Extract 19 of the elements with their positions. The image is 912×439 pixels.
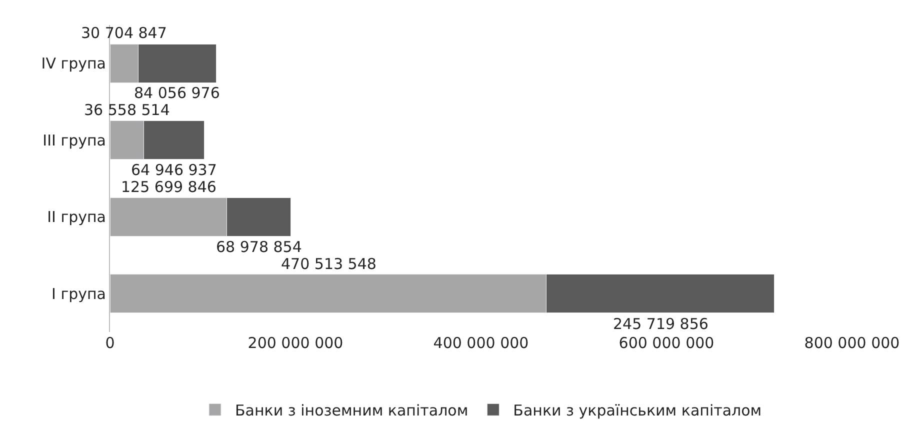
data-label: 30 704 847 (81, 24, 167, 42)
x-tick-label: 400 000 000 (433, 334, 529, 352)
data-label: 68 978 854 (216, 238, 302, 256)
data-label: 36 558 514 (84, 101, 170, 119)
x-tick-label: 200 000 000 (248, 334, 344, 352)
data-label: 84 056 976 (134, 84, 220, 102)
y-tick-label: IV група (41, 54, 106, 73)
data-label: 245 719 856 (613, 315, 708, 333)
x-tick-label: 800 000 000 (804, 334, 900, 352)
y-tick-label: II група (47, 208, 106, 226)
legend-label: Банки з українським капіталом (513, 402, 762, 420)
data-label: 470 513 548 (281, 255, 376, 273)
y-tick-label: I група (52, 284, 106, 303)
y-tick-label: III група (42, 131, 106, 150)
x-tick-label: 0 (105, 334, 115, 352)
data-label: 64 946 937 (131, 161, 217, 179)
x-tick-label: 600 000 000 (618, 334, 714, 352)
data-label: 125 699 846 (121, 178, 216, 196)
legend-label: Банки з іноземним капіталом (235, 402, 468, 420)
